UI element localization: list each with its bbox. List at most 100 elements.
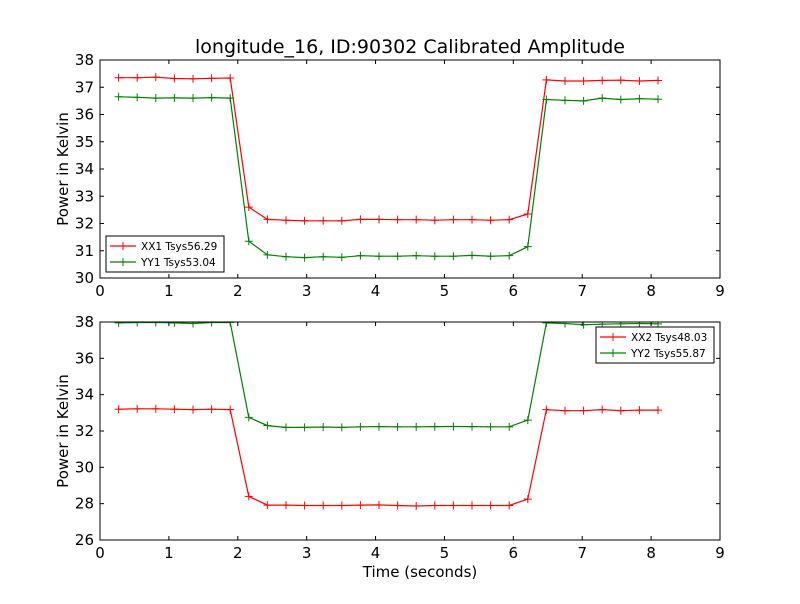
legend-label: XX1 Tsys56.29 (141, 241, 217, 253)
data-point (337, 423, 346, 432)
data-point (542, 405, 551, 414)
legend-swatch-marker (609, 349, 617, 357)
data-point (542, 75, 551, 84)
data-point (375, 252, 383, 261)
x-tick-label: 0 (95, 544, 105, 562)
data-point (356, 215, 365, 224)
data-point (561, 96, 569, 105)
y-tick-label: 38 (75, 313, 94, 331)
data-point (468, 422, 476, 431)
data-point (244, 413, 253, 422)
data-point (449, 252, 458, 261)
data-point (486, 216, 495, 225)
data-point (505, 422, 514, 431)
data-point (430, 252, 439, 261)
series-group (114, 73, 662, 262)
data-point (226, 73, 235, 82)
legend-label: YY2 Tsys55.87 (630, 348, 706, 360)
data-point (133, 93, 142, 102)
x-tick-label: 6 (509, 544, 519, 562)
x-tick-label: 1 (164, 544, 174, 562)
data-point (282, 501, 290, 510)
y-tick-label: 30 (75, 458, 94, 476)
data-point (412, 251, 421, 260)
data-point (133, 404, 142, 413)
data-point (561, 76, 569, 85)
legend-swatch-marker (609, 333, 617, 341)
data-point (616, 95, 625, 104)
chart-title: longitude_16, ID:90302 Calibrated Amplit… (195, 36, 625, 58)
data-point (170, 93, 179, 102)
data-point (468, 215, 476, 224)
legend-label: XX2 Tsys48.03 (631, 332, 707, 344)
x-tick-label: 4 (371, 544, 381, 562)
data-point (151, 404, 160, 413)
data-point (393, 422, 402, 431)
data-point (598, 76, 607, 85)
data-point (207, 74, 216, 83)
data-point (505, 501, 514, 510)
data-point (468, 251, 476, 260)
x-tick-label: 0 (95, 282, 105, 300)
series-group (114, 322, 662, 511)
data-point (635, 94, 644, 103)
data-point (393, 215, 402, 224)
x-tick-label: 9 (715, 544, 725, 562)
y-tick-label: 36 (75, 106, 94, 124)
data-point (449, 501, 458, 510)
data-point (133, 322, 142, 327)
legend: XX1 Tsys56.29 YY1 Tsys53.04 (105, 235, 225, 273)
x-tick-label: 3 (302, 282, 312, 300)
data-point (635, 322, 644, 328)
y-axis-label: Power in Kelvin (54, 374, 72, 488)
data-point (282, 216, 290, 225)
data-point (579, 76, 588, 85)
data-point (170, 322, 179, 327)
y-tick-label: 34 (75, 160, 94, 178)
data-point (170, 405, 179, 414)
y-tick-label: 32 (75, 422, 94, 440)
data-point (114, 73, 123, 82)
data-point (207, 405, 216, 414)
y-tick-label: 30 (75, 269, 94, 287)
data-point (189, 405, 197, 414)
data-point (319, 252, 328, 261)
x-tick-label: 9 (715, 282, 725, 300)
data-point (300, 501, 309, 510)
data-point (598, 94, 607, 103)
x-tick-label: 7 (577, 282, 587, 300)
data-point (616, 76, 625, 85)
data-point (654, 406, 662, 415)
data-point (505, 251, 514, 260)
x-tick-label: 5 (440, 282, 450, 300)
x-tick-label: 8 (646, 282, 656, 300)
data-point (449, 215, 458, 224)
data-point (282, 252, 290, 261)
data-point (263, 215, 272, 224)
data-point (393, 501, 402, 510)
data-point (523, 242, 532, 251)
x-tick-label: 2 (233, 544, 243, 562)
legend-label: YY1 Tsys53.04 (140, 257, 216, 269)
data-point (300, 423, 309, 432)
data-point (412, 502, 421, 511)
data-point (207, 322, 216, 327)
data-point (244, 237, 253, 246)
data-point (430, 216, 439, 225)
y-tick-label: 36 (75, 349, 94, 367)
data-point (319, 501, 328, 510)
y-tick-label: 37 (75, 78, 94, 96)
x-tick-label: 5 (440, 544, 450, 562)
x-axis-label: Time (seconds) (362, 563, 478, 581)
y-tick-label: 34 (75, 386, 94, 404)
data-point (654, 322, 662, 328)
data-point (523, 495, 532, 504)
data-point (561, 322, 569, 328)
data-point (356, 251, 365, 260)
legend-swatch-marker (119, 258, 127, 266)
y-tick-label: 38 (75, 51, 94, 69)
x-tick-label: 8 (646, 544, 656, 562)
